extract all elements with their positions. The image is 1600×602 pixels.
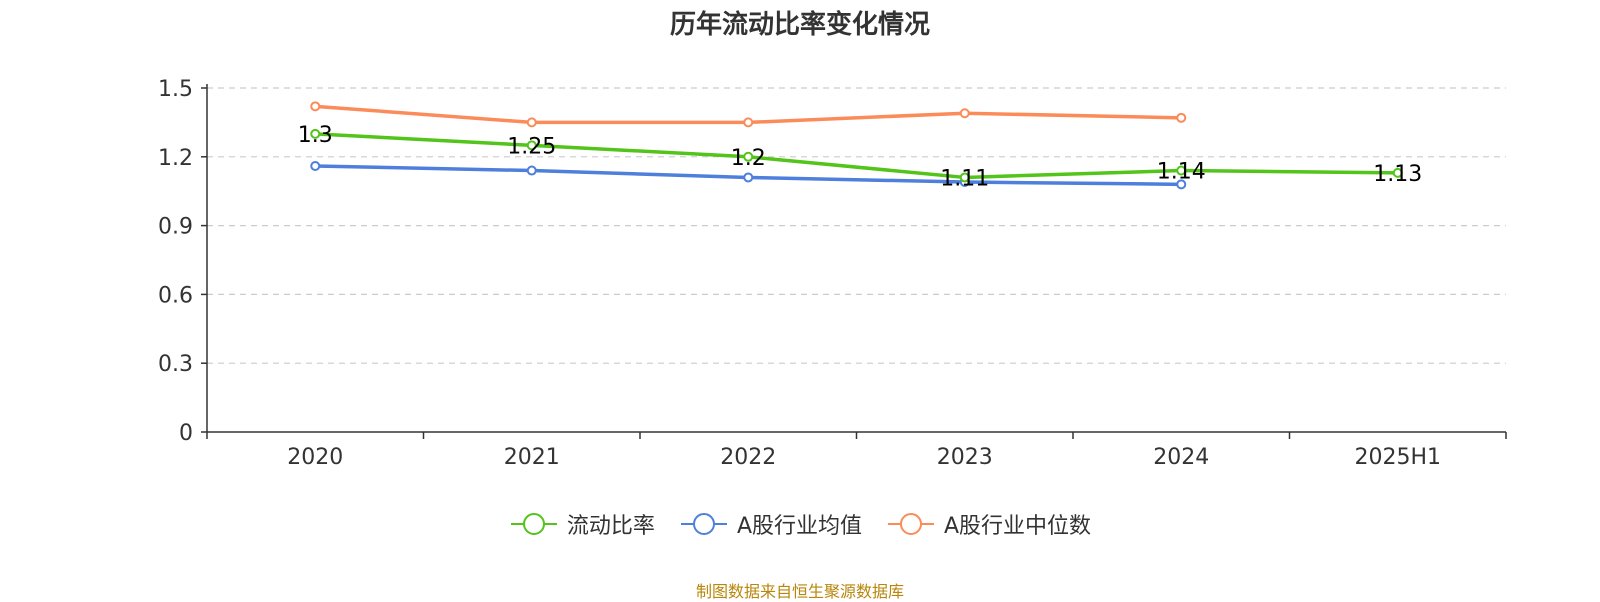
data-label: 1.25 [507,134,556,159]
data-point[interactable] [310,101,321,112]
legend-marker-icon [510,513,557,535]
y-tick-label: 1.2 [158,146,193,171]
data-point[interactable] [1176,179,1187,190]
legend: 流动比率 A股行业均值 A股行业中位数 [0,508,1600,540]
data-point[interactable] [1176,112,1187,123]
grid-lines [207,87,1506,364]
y-tick-label: 1.5 [158,77,193,102]
x-tick-label: 2025H1 [1354,445,1441,470]
data-label: 1.2 [731,146,766,171]
axes: 0 0.3 0.6 0.9 1.2 1.5 2020 2021 2022 2023 2024 2025… [158,77,1507,470]
data-point[interactable] [743,151,754,162]
legend-item[interactable]: 流动比率 [509,508,655,540]
x-tick-label: 2024 [1153,445,1209,470]
x-tick-label: 2022 [720,445,776,470]
legend-marker-icon [888,513,934,535]
series-lines [310,101,1403,190]
data-point[interactable] [310,160,321,171]
x-tick-label: 2020 [287,445,343,470]
legend-item[interactable]: A股行业中位数 [886,508,1091,540]
legend-label: 流动比率 [566,514,655,539]
y-tick-label: 0.9 [158,215,193,240]
data-point[interactable] [959,108,970,119]
legend-marker-icon [680,513,727,535]
data-label: 1.14 [1157,160,1206,185]
legend-item[interactable]: A股行业均值 [679,508,862,540]
y-tick-label: 0.3 [158,352,193,377]
x-tick-label: 2023 [937,445,993,470]
data-point[interactable] [1392,167,1403,178]
y-tick-label: 0 [179,421,193,446]
series-line-0 [315,132,1398,180]
data-point[interactable] [526,140,537,151]
data-point[interactable] [1176,165,1187,176]
chart-title: 历年流动比率变化情况 [669,10,930,40]
legend-label: A股行业均值 [736,514,862,539]
data-label: 1.13 [1373,162,1422,187]
data-point[interactable] [743,172,754,183]
data-point[interactable] [310,128,321,139]
data-label: 1.11 [940,166,989,191]
data-point[interactable] [526,165,537,176]
data-labels: 1.3 1.25 1.2 1.11 1.14 1.13 [298,123,1422,192]
x-tick-label: 2021 [504,445,560,470]
y-tick-label: 0.6 [158,283,193,308]
source-note: 制图数据来自恒生聚源数据库 [695,582,904,601]
legend-label: A股行业中位数 [944,514,1092,539]
data-point[interactable] [959,172,970,183]
data-point[interactable] [743,117,754,128]
data-point[interactable] [526,117,537,128]
data-label: 1.3 [298,123,333,148]
